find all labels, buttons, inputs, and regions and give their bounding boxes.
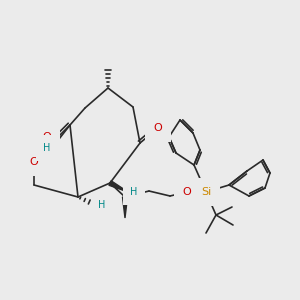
Text: O: O (183, 187, 191, 197)
Text: H: H (43, 143, 51, 153)
Text: H: H (98, 200, 106, 210)
Polygon shape (122, 197, 128, 218)
Text: O: O (30, 157, 38, 167)
Polygon shape (109, 181, 128, 192)
Text: H: H (130, 187, 138, 197)
Text: O: O (43, 132, 51, 142)
Text: O: O (154, 123, 162, 133)
Text: Si: Si (201, 187, 211, 197)
